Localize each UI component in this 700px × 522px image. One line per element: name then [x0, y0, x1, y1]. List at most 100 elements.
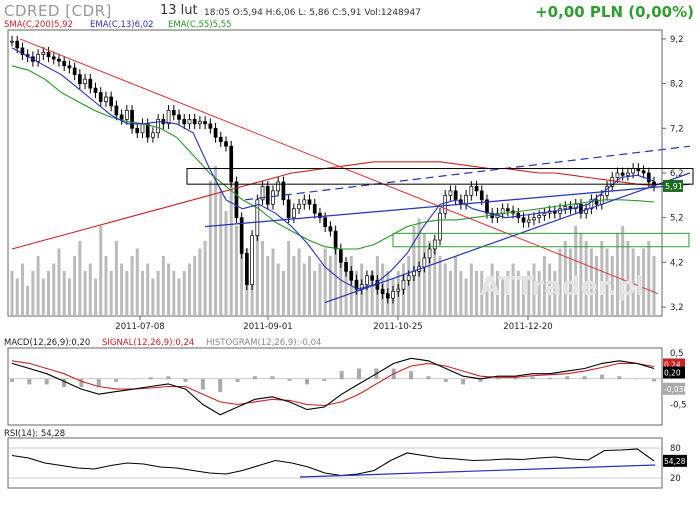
candle-body — [297, 203, 301, 210]
candle-body — [229, 145, 234, 183]
candle-body — [370, 275, 374, 281]
sma200-line — [11, 161, 655, 250]
volume-bar — [234, 226, 238, 316]
volume-bar — [99, 226, 103, 316]
volume-bar — [532, 263, 536, 316]
macd-badge — [663, 366, 685, 379]
rsi-title: RSI(14): 54,28 — [4, 429, 66, 439]
volume-bar — [485, 278, 489, 316]
volume-bar — [219, 188, 223, 316]
candle-body — [78, 74, 82, 84]
volume-bar — [422, 233, 426, 316]
candle-body — [641, 170, 646, 174]
volume-bar — [151, 278, 155, 316]
candle-body — [124, 110, 129, 120]
volume-bar — [334, 241, 338, 316]
volume-bar — [631, 248, 635, 316]
volume-bar — [208, 181, 212, 316]
candle-body — [422, 257, 427, 268]
volume-bar — [229, 173, 233, 316]
macd-histogram-bar — [495, 377, 500, 380]
volume-bar — [574, 226, 578, 316]
candle-body — [166, 110, 171, 125]
candle-body — [93, 87, 98, 93]
rsi-panel-frame — [7, 437, 663, 489]
candle-body — [464, 194, 468, 205]
volume-bar — [318, 263, 322, 316]
candle-body — [62, 60, 67, 67]
volume-bar — [172, 271, 176, 316]
volume-bar — [589, 248, 593, 316]
candle-body — [589, 199, 594, 210]
volume-bar — [203, 241, 207, 316]
legend-sma200: SMA(C,200)5,92 — [4, 20, 73, 30]
volume-bar — [490, 263, 494, 316]
volume-bar — [448, 271, 452, 316]
volume-bar — [240, 241, 244, 316]
volume-bar — [224, 211, 228, 316]
volume-bar — [480, 271, 484, 316]
macd-histogram-bar — [409, 371, 414, 380]
volume-bar — [615, 233, 619, 316]
candle-body — [198, 121, 202, 125]
volume-bar — [328, 256, 332, 316]
macd-histogram-bar — [218, 378, 223, 393]
volume-bar — [558, 248, 562, 316]
candle-body — [135, 127, 140, 134]
macd-histogram-bar — [252, 376, 257, 380]
candle-body — [349, 270, 354, 281]
candle-body — [626, 172, 630, 176]
candle-body — [276, 181, 281, 192]
macd-histogram-bar — [114, 378, 119, 382]
volume-bar — [26, 286, 30, 316]
volume-bar — [130, 256, 134, 316]
macd-histogram-bar — [634, 378, 639, 380]
macd-histogram-bar — [443, 378, 448, 382]
volume-bar — [454, 256, 458, 316]
macd-histogram-bar — [183, 378, 188, 382]
candle-body — [537, 215, 542, 219]
ticker-symbol: CDRED [CDR] — [4, 2, 112, 20]
volume-bar — [600, 241, 604, 316]
macd-histogram-label: HISTOGRAM(12,26,9):-0,04 — [206, 338, 322, 348]
rsi-ytick-label: 20 — [670, 474, 681, 484]
x-tick-label: 2011-09-01 — [243, 322, 292, 332]
candle-body — [427, 248, 432, 259]
price-ytick-label: 5,2 — [670, 214, 684, 224]
candle-body — [208, 123, 213, 129]
volume-bar — [610, 256, 614, 316]
last-price-badge — [663, 179, 683, 192]
volume-bar — [41, 278, 45, 316]
candle-body — [333, 230, 338, 250]
candle-body — [500, 208, 505, 214]
candle-body — [479, 190, 484, 201]
volume-bar — [642, 248, 646, 316]
volume-bar — [20, 263, 24, 316]
volume-bar — [553, 271, 557, 316]
volume-bar — [198, 248, 202, 316]
price-change: +0,00 PLN (0,00%) — [535, 3, 694, 21]
volume-bar — [501, 278, 505, 316]
macd-badge — [663, 382, 685, 395]
rsi-ytick-label: 80 — [670, 444, 681, 454]
volume-bar — [365, 278, 369, 316]
candle-body — [631, 168, 635, 174]
candle-body — [83, 78, 87, 84]
rsi-trendline — [299, 464, 656, 478]
volume-bar — [177, 278, 181, 316]
volume-bar — [297, 248, 301, 316]
candle-body — [406, 275, 411, 281]
macd-histogram-bar — [547, 377, 552, 380]
x-tick-label: 2011-07-08 — [115, 322, 164, 332]
macd-histogram-bar — [62, 378, 67, 387]
candle-body — [443, 194, 448, 214]
candle-body — [88, 78, 93, 89]
macd-histogram-bar — [357, 368, 362, 380]
candle-body — [469, 186, 474, 196]
candle-body — [396, 288, 401, 292]
volume-bar — [605, 248, 609, 316]
volume-bar — [276, 263, 280, 316]
candle-body — [239, 217, 244, 254]
macd-histogram-bar — [235, 378, 240, 382]
candle-body — [36, 54, 40, 62]
